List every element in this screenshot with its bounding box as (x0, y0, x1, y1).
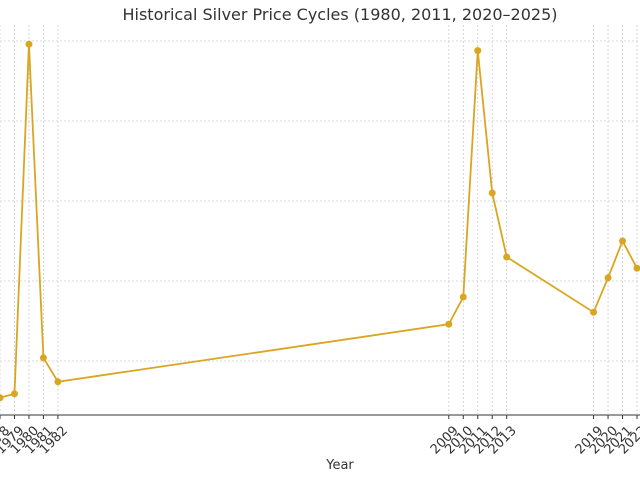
point (54, 378, 62, 386)
point (474, 47, 482, 55)
point (488, 189, 496, 197)
point (0, 394, 4, 402)
point (619, 237, 627, 245)
x-axis-label: Year (325, 458, 354, 473)
point (39, 354, 47, 362)
point (459, 293, 467, 301)
point (10, 390, 18, 398)
point (590, 308, 598, 316)
grid (0, 25, 640, 415)
point (604, 274, 612, 282)
line (0, 44, 638, 399)
point (25, 40, 33, 48)
chart-title: Historical Silver Price Cycles (1980, 20… (122, 5, 557, 24)
point (445, 320, 453, 328)
point (633, 264, 640, 272)
point (503, 253, 511, 261)
